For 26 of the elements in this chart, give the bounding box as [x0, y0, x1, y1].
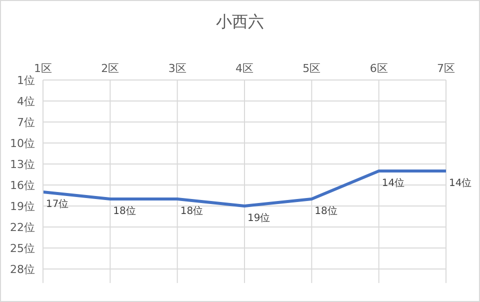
y-tick-label: 1位 — [17, 74, 35, 87]
x-tick-label: 6区 — [370, 62, 388, 75]
data-label: 18位 — [180, 205, 204, 217]
y-tick-label: 19位 — [10, 200, 35, 213]
y-tick-label: 28位 — [10, 262, 35, 276]
data-label: 17位 — [46, 198, 69, 210]
y-tick-label: 25位 — [10, 242, 35, 255]
y-tick-label: 13位 — [10, 158, 35, 171]
x-tick-label: 4区 — [236, 62, 254, 75]
data-label: 14位 — [449, 177, 472, 189]
y-tick-label: 16位 — [10, 178, 35, 192]
data-label: 14位 — [382, 177, 405, 189]
x-tick-label: 1区 — [34, 62, 52, 75]
data-label: 18位 — [314, 205, 338, 217]
y-tick-label: 22位 — [10, 220, 35, 234]
y-tick-label: 4位 — [17, 94, 35, 108]
x-tick-label: 2区 — [101, 62, 120, 75]
x-tick-label: 5区 — [302, 62, 321, 75]
y-tick-label: 10位 — [10, 136, 35, 150]
y-tick-label: 7位 — [17, 116, 35, 129]
x-tick-label: 7区 — [437, 62, 455, 75]
line-series — [43, 170, 446, 208]
data-label: 19位 — [248, 212, 270, 224]
x-tick-label: 3区 — [168, 62, 186, 75]
data-label: 18位 — [113, 205, 136, 217]
chart-title: 小西六 — [215, 12, 265, 33]
